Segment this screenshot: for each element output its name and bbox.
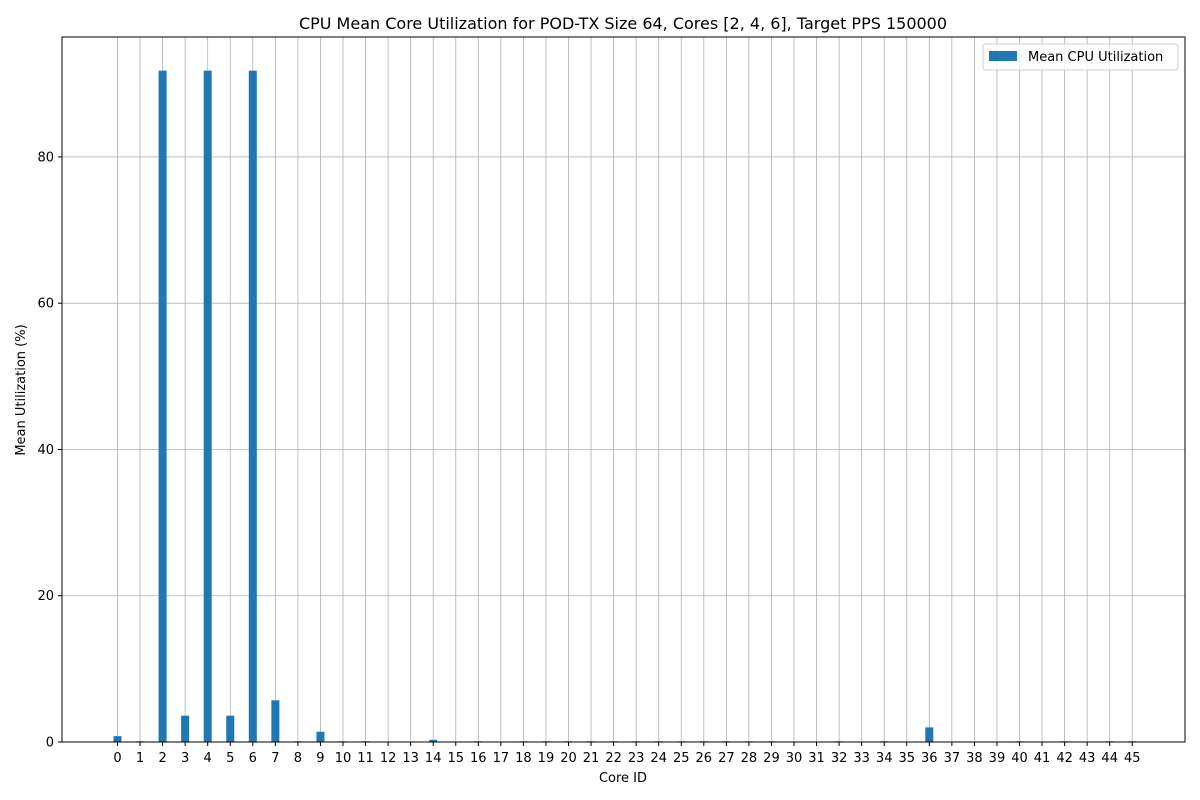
x-tick-label: 24	[650, 751, 667, 766]
x-tick-label: 45	[1124, 751, 1141, 766]
plot-frame	[61, 36, 1186, 743]
x-tick-label: 30	[786, 751, 803, 766]
legend-frame	[982, 43, 1179, 71]
x-tick-label: 31	[808, 751, 825, 766]
x-tick-label: 4	[204, 751, 212, 766]
x-tick-label: 6	[249, 751, 257, 766]
x-tick-label: 2	[158, 751, 166, 766]
legend: Mean CPU Utilization	[982, 43, 1179, 71]
y-axis-ticks: 0 20 40 60 80	[37, 150, 62, 751]
y-tick-label: 80	[37, 150, 54, 165]
x-tick-label: 15	[447, 751, 464, 766]
bar-core-5	[226, 715, 235, 742]
x-tick-label: 40	[1011, 751, 1028, 766]
x-tick-label: 19	[538, 751, 555, 766]
bar-core-3	[181, 715, 190, 742]
x-tick-label: 29	[763, 751, 780, 766]
x-tick-label: 32	[831, 751, 848, 766]
bar-core-4	[203, 70, 212, 743]
y-axis-label: Mean Utilization (%)	[14, 324, 29, 455]
x-tick-label: 11	[357, 751, 374, 766]
y-tick-label: 40	[37, 443, 54, 458]
y-tick-label: 0	[46, 736, 54, 751]
x-tick-label: 16	[470, 751, 487, 766]
chart-title: CPU Mean Core Utilization for POD-TX Siz…	[299, 14, 947, 33]
bar-core-36	[925, 727, 934, 742]
bar-core-9	[316, 731, 325, 742]
bar-core-6	[248, 70, 257, 743]
x-tick-label: 12	[380, 751, 397, 766]
x-tick-label: 5	[226, 751, 234, 766]
bar-core-0	[113, 736, 122, 742]
x-tick-label: 26	[696, 751, 713, 766]
x-tick-label: 41	[1034, 751, 1051, 766]
x-tick-label: 21	[583, 751, 600, 766]
x-tick-label: 37	[944, 751, 961, 766]
x-axis-label: Core ID	[599, 771, 647, 786]
legend-swatch	[989, 51, 1017, 61]
x-tick-label: 36	[921, 751, 938, 766]
x-tick-label: 20	[560, 751, 577, 766]
grid-lines	[62, 37, 1185, 743]
bar-core-14	[429, 739, 438, 742]
x-tick-label: 10	[335, 751, 352, 766]
x-axis-ticks: 0 1 2 3 4 5 6 7 8 9 10 11 12 13 14 15 16 17 18 19 20 21 22 23 24…	[113, 742, 1141, 766]
x-tick-label: 14	[425, 751, 442, 766]
y-tick-label: 60	[37, 297, 54, 312]
x-tick-label: 35	[898, 751, 915, 766]
legend-label: Mean CPU Utilization	[1028, 50, 1163, 65]
y-tick-label: 20	[37, 589, 54, 604]
x-tick-label: 42	[1056, 751, 1073, 766]
x-tick-label: 27	[718, 751, 735, 766]
x-tick-label: 38	[966, 751, 983, 766]
bar-core-7	[271, 700, 280, 742]
x-tick-label: 9	[316, 751, 324, 766]
x-tick-label: 44	[1101, 751, 1118, 766]
bars	[113, 70, 1137, 743]
bar-core-2	[158, 70, 167, 743]
x-tick-label: 18	[515, 751, 532, 766]
x-tick-label: 1	[136, 751, 144, 766]
x-tick-label: 8	[294, 751, 302, 766]
x-tick-label: 3	[181, 751, 189, 766]
x-tick-label: 17	[493, 751, 510, 766]
x-tick-label: 43	[1079, 751, 1096, 766]
x-tick-label: 34	[876, 751, 893, 766]
x-tick-label: 23	[628, 751, 645, 766]
x-tick-label: 28	[741, 751, 758, 766]
x-tick-label: 7	[271, 751, 279, 766]
x-tick-label: 13	[402, 751, 419, 766]
x-tick-label: 39	[989, 751, 1006, 766]
x-tick-label: 25	[673, 751, 690, 766]
x-tick-label: 0	[113, 751, 121, 766]
x-tick-label: 22	[605, 751, 622, 766]
x-tick-label: 33	[853, 751, 870, 766]
